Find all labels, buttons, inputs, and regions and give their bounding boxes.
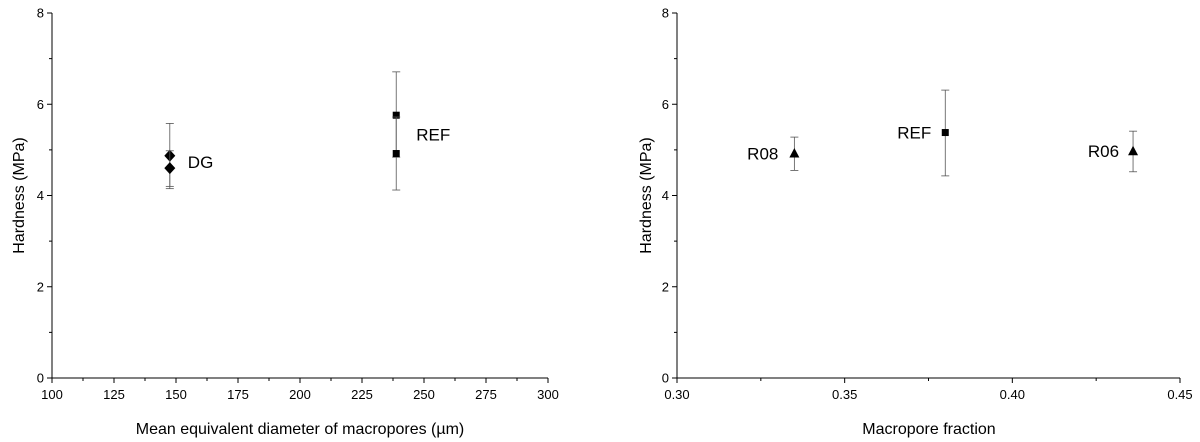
x-tick-label: 0.35	[832, 387, 857, 402]
data-point	[1128, 145, 1139, 156]
series-r06: R06	[1088, 130, 1139, 173]
x-tick-label: 0.45	[1167, 387, 1192, 402]
y-axis-title: Hardness (MPa)	[638, 137, 655, 253]
y-tick-label: 8	[37, 6, 44, 21]
chart-panel-1: 100 125 150 175 200 225 250 275 300 0 2 4 6 8 Mean equ…	[11, 6, 559, 439]
x-tick-label: 100	[41, 387, 63, 402]
y-tick-label: 4	[37, 188, 44, 203]
data-point	[941, 129, 949, 137]
data-point	[789, 148, 800, 158]
x-tick-label: 0.30	[664, 387, 689, 402]
x-tick-label: 0.40	[1000, 387, 1025, 402]
y-tick-label: 2	[662, 279, 669, 294]
x-axis-title: Macropore fraction	[862, 421, 995, 438]
x-tick-label: 175	[227, 387, 249, 402]
data-point	[392, 150, 400, 158]
x-tick-label: 225	[351, 387, 373, 402]
series-dg: DG	[164, 123, 214, 190]
series-label: REF	[897, 124, 931, 143]
series-label: R08	[747, 145, 778, 164]
y-axis-title: Hardness (MPa)	[11, 137, 28, 253]
y-tick-label: 2	[37, 279, 44, 294]
y-tick-label: 0	[37, 371, 44, 386]
data-point	[164, 162, 176, 175]
series-label: R06	[1088, 142, 1119, 161]
y-tick-label: 6	[37, 97, 44, 112]
data-point	[392, 111, 400, 119]
x-tick-label: 250	[413, 387, 435, 402]
series-label: REF	[416, 125, 450, 144]
series-ref: REF	[897, 89, 950, 177]
y-tick-label: 4	[662, 188, 669, 203]
series-ref: REF	[392, 71, 450, 191]
y-tick-label: 8	[662, 6, 669, 21]
x-tick-label: 125	[103, 387, 125, 402]
x-tick-label: 150	[165, 387, 187, 402]
chart-panel-2: 0.30 0.35 0.40 0.45 0 2 4 6 8 Macropore fraction H…	[638, 6, 1193, 439]
x-tick-label: 275	[475, 387, 497, 402]
series-r08: R08	[747, 136, 800, 171]
y-tick-label: 0	[662, 371, 669, 386]
x-tick-label: 300	[537, 387, 559, 402]
x-axis-title: Mean equivalent diameter of macropores (…	[136, 421, 464, 438]
series-label: DG	[188, 153, 214, 172]
y-tick-label: 6	[662, 97, 669, 112]
x-tick-label: 200	[289, 387, 311, 402]
